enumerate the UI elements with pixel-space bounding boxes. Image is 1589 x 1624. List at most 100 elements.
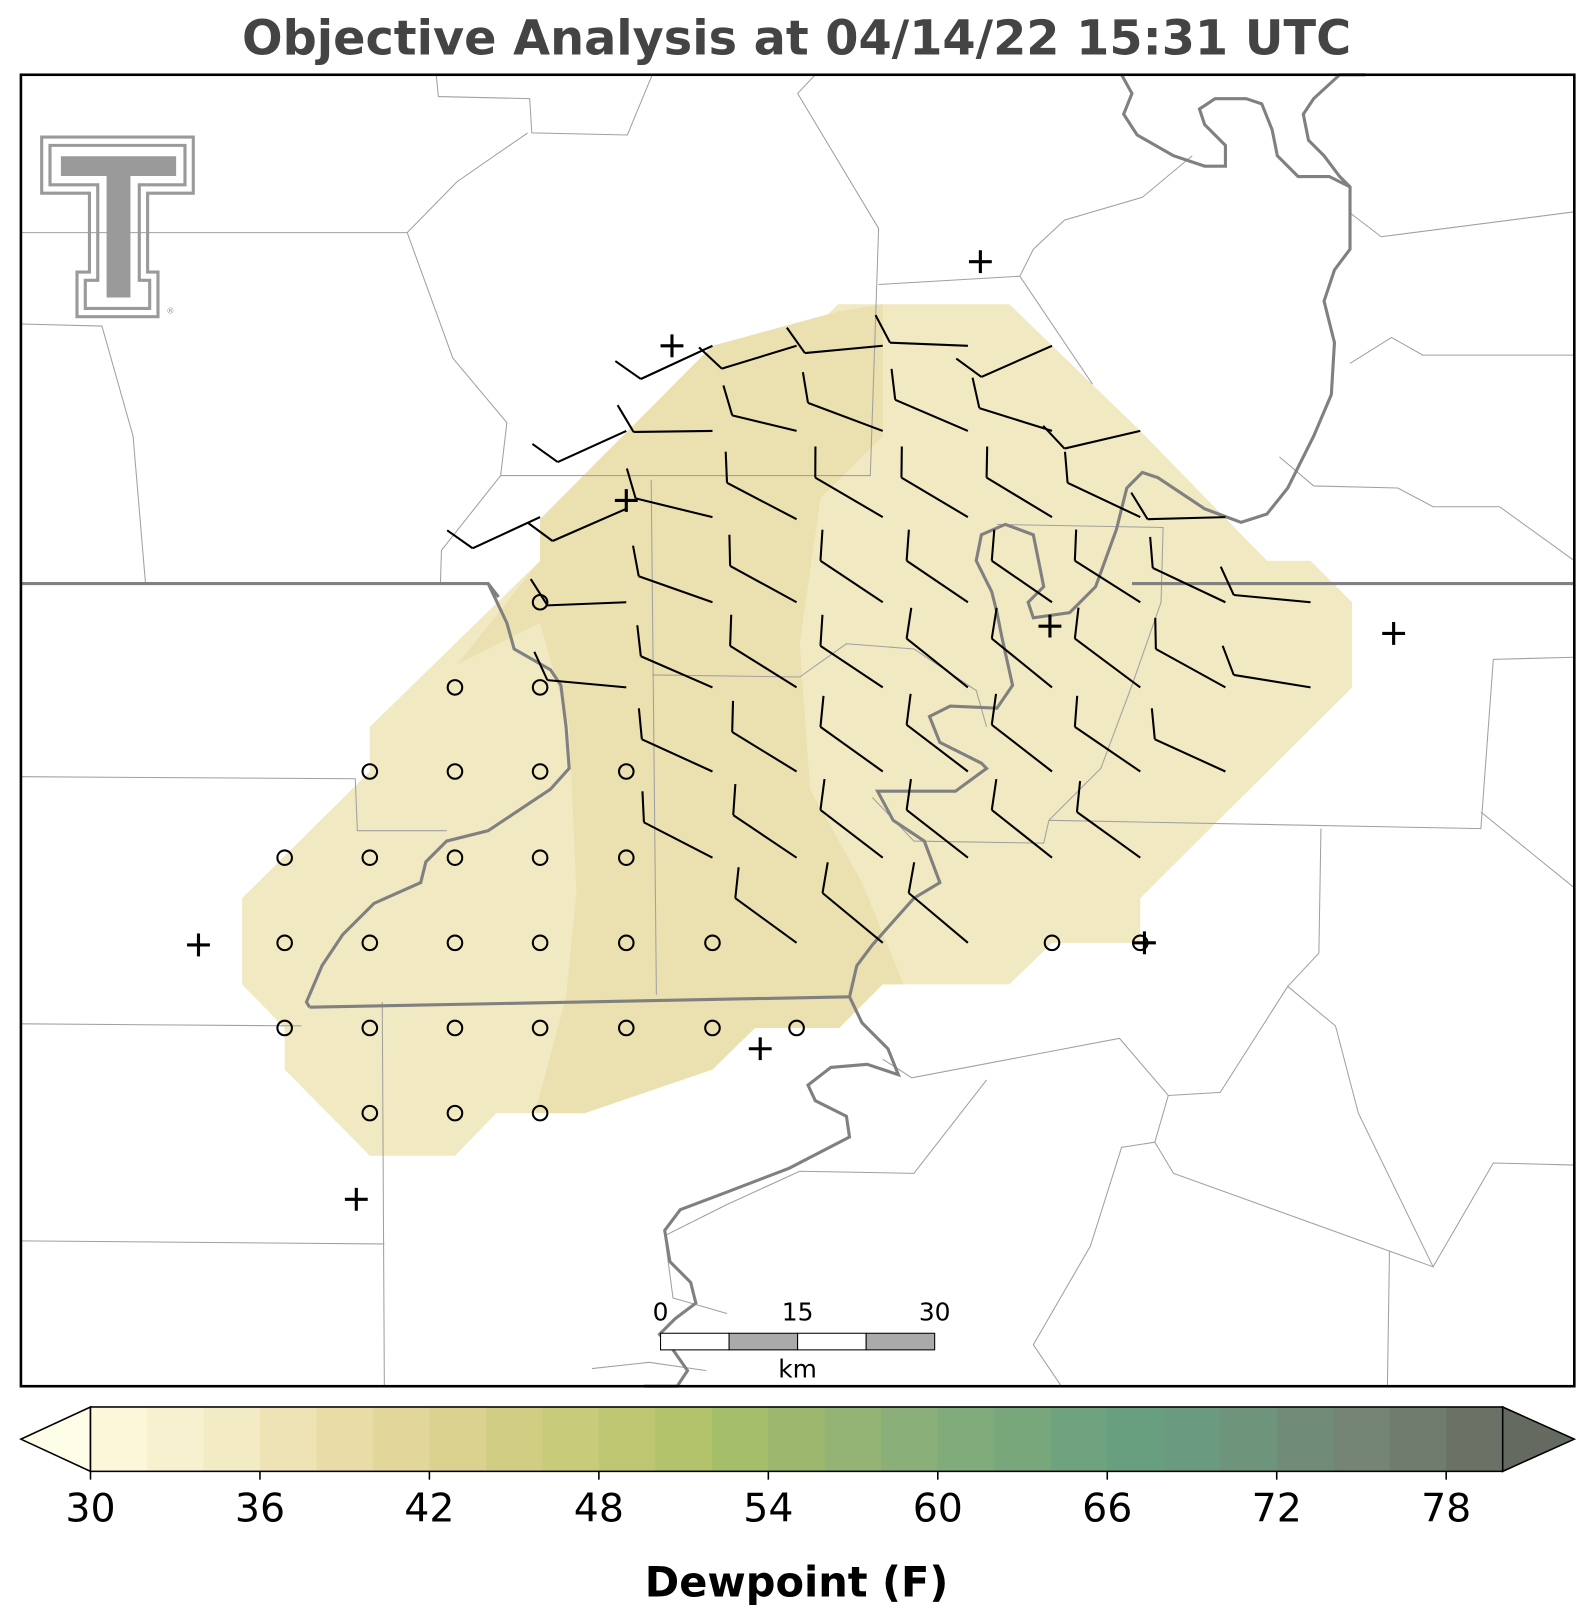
missing-station [614, 489, 638, 512]
colorbar-swatch [146, 1406, 204, 1472]
calm-station [446, 1104, 464, 1122]
wind-barb-staff [638, 575, 713, 604]
calm-station [531, 934, 549, 952]
calm-station [361, 934, 379, 952]
wind-barb-staff [980, 344, 1053, 378]
calm-station [531, 849, 549, 866]
calm-station [617, 1019, 635, 1037]
wind-barb-staff [635, 497, 713, 519]
wind-barb-staff [814, 476, 884, 519]
wind-barb-feather [1042, 425, 1066, 450]
wind-barb-staff [1076, 811, 1141, 859]
calm-station [446, 849, 464, 866]
wind-barb-staff [807, 401, 884, 432]
wind-barb-feather [1149, 536, 1154, 569]
colorbar-swatch [1389, 1406, 1447, 1472]
colorbar-swatch [485, 1406, 543, 1472]
wind-barb-feather [724, 451, 729, 483]
wind-barb-feather [874, 314, 891, 344]
wind-barb-staff [900, 476, 969, 518]
colorbar-swatch [1276, 1406, 1334, 1472]
colorbar-swatch [259, 1406, 317, 1472]
scale-tick-label: 0 [653, 1298, 669, 1327]
wind-barb-staff [640, 655, 713, 689]
colorbar: Dewpoint (F) 30 36 42 48 54 60 66 72 78 [19, 1405, 1577, 1607]
wind-barb-staff [633, 429, 713, 433]
missing-station [1133, 931, 1156, 955]
wind-barb-staff [1147, 516, 1226, 521]
wind-barb-feather [698, 346, 723, 370]
calm-station [361, 849, 379, 866]
wind-barb-feather [1063, 451, 1069, 483]
wind-barb-feather [722, 385, 734, 416]
missing-station [968, 250, 992, 274]
calm-station [446, 1019, 464, 1037]
colorbar-swatch [1333, 1406, 1391, 1472]
colorbar-swatch [711, 1406, 769, 1472]
wind-barb-staff [894, 398, 969, 432]
scale-segment [660, 1332, 730, 1351]
missing-station [1038, 614, 1062, 638]
map: ® km 0 15 30 [19, 73, 1576, 1388]
wind-barb-staff [819, 726, 884, 773]
wind-barb-feather [1221, 645, 1235, 676]
wind-barb-feather [533, 651, 549, 681]
colorbar-tick-label: 66 [1082, 1485, 1132, 1531]
scale-unit: km [778, 1355, 817, 1384]
wind-barb-feather [614, 360, 642, 380]
wind-barb-staff [1067, 481, 1141, 519]
wind-barb-feather [990, 693, 998, 725]
wind-barb-feather [637, 708, 643, 740]
wind-barb-staff [905, 637, 969, 689]
wind-barb-feather [729, 614, 733, 646]
colorbar-extend-low [19, 1405, 92, 1473]
wind-barb-feather [985, 446, 989, 478]
missing-station [1382, 621, 1406, 645]
wind-barb-feather [971, 377, 981, 409]
title: Objective Analysis at 04/14/22 15:31 UTC [242, 12, 1351, 67]
colorbar-tick-label: 78 [1421, 1485, 1471, 1531]
wind-barb-staff [1152, 567, 1226, 604]
svg-text:®: ® [166, 306, 174, 316]
wind-barb-staff [819, 809, 884, 859]
wind-barb-feather [819, 778, 826, 811]
colorbar-swatch [768, 1406, 826, 1472]
colorbar-tick-label: 30 [65, 1485, 115, 1531]
calm-station [704, 934, 721, 952]
colorbar-tick-label: 48 [574, 1485, 624, 1531]
wind-barb-staff [991, 723, 1053, 773]
wind-barb-feather [905, 607, 913, 639]
colorbar-swatch [655, 1406, 713, 1472]
wind-barb-feather [616, 404, 635, 433]
wind-barb-feather [905, 529, 910, 561]
colorbar-swatch [598, 1406, 656, 1472]
colorbar-swatch [316, 1406, 374, 1472]
wind-barb-staff [1155, 648, 1226, 689]
wind-barb-feather [1219, 566, 1235, 596]
wind-barb-feather [1073, 695, 1079, 727]
wind-barb-staff [991, 637, 1053, 689]
colorbar-label: Dewpoint (F) [645, 1558, 949, 1607]
wind-barb-feather [732, 783, 737, 816]
scale-tick-label: 15 [782, 1298, 814, 1327]
missing-station [748, 1037, 772, 1061]
calm-station [361, 763, 379, 780]
colorbar-tick-label: 72 [1252, 1485, 1302, 1531]
wind-barb-staff [819, 644, 884, 689]
wind-barb-feather [446, 529, 474, 550]
colorbar-swatch [1050, 1406, 1108, 1472]
wind-barb-feather [905, 693, 912, 725]
wind-barb-feather [1073, 607, 1080, 639]
wind-barb-staff [1233, 673, 1311, 689]
wind-barb-staff [552, 507, 627, 542]
missing-station [187, 933, 210, 957]
wind-barb-feather [907, 862, 916, 894]
wind-barb-staff [731, 731, 798, 773]
wind-barb-staff [729, 644, 798, 689]
calm-station [361, 1104, 379, 1122]
scale-segment [865, 1332, 936, 1351]
wind-barb-feather [631, 545, 640, 577]
colorbar-swatch [90, 1406, 148, 1472]
wind-barb-feather [990, 778, 998, 811]
calm-station [704, 1019, 721, 1037]
